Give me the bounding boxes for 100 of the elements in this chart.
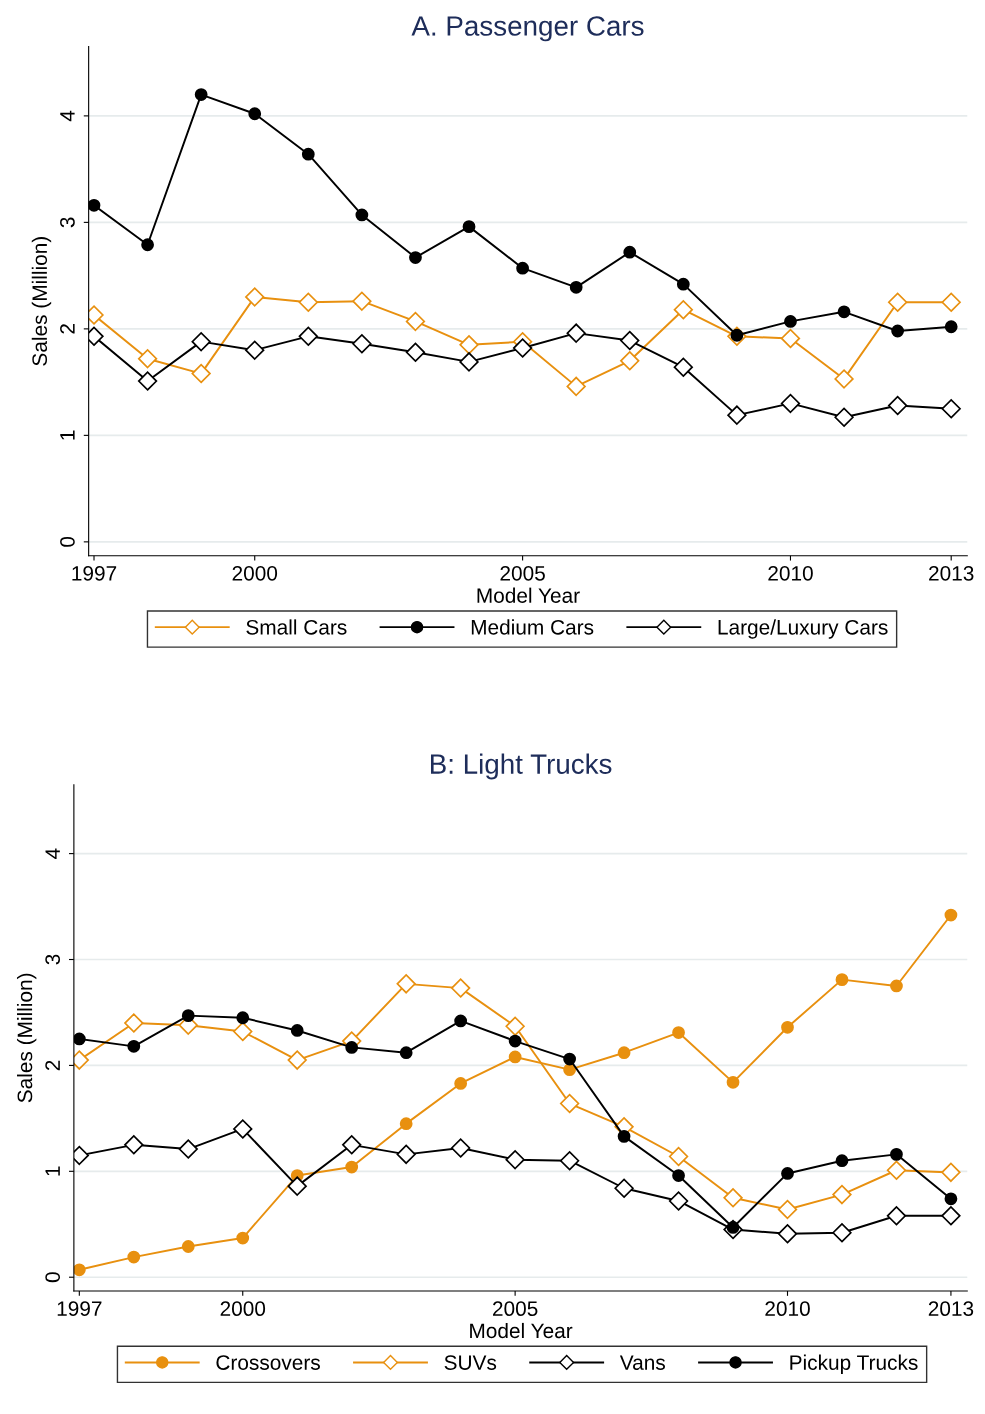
x-tick-label: 2005 [500,565,545,581]
legend-label: SUVs [444,1355,497,1370]
x-tick-label: 2000 [232,565,278,581]
point [287,1050,307,1070]
y-tick-label: 4 [45,848,60,859]
point [837,305,851,319]
point [777,1224,798,1244]
legend-label: Crossovers [216,1355,320,1370]
point [944,320,958,334]
point [236,1011,250,1025]
point [617,1046,631,1060]
point [396,974,416,994]
point [673,357,694,377]
point [73,1263,86,1277]
point [673,300,694,320]
point [236,1231,250,1245]
point [614,1178,634,1198]
y-tick-label: 0 [45,1272,61,1283]
point [780,393,801,414]
legend-label: Large/Luxury Cars [718,619,888,639]
point [777,1199,798,1220]
point [668,1191,689,1211]
point [450,978,471,998]
point [891,324,905,338]
y-axis-title: Sales (Million) [16,973,37,1103]
y-tick-label: 0 [60,536,75,547]
point [832,1223,852,1243]
x-tick-label: 2010 [765,1301,810,1317]
point [505,1016,525,1036]
point [781,1020,794,1034]
point [462,220,476,234]
point [245,287,265,307]
point [890,1147,903,1161]
point [563,1052,576,1066]
point [137,349,158,369]
point [566,376,586,397]
point [301,147,315,161]
point [233,1021,253,1042]
point [405,342,426,362]
point [73,1032,86,1046]
point [672,1026,685,1039]
x-axis-title: Model Year [470,1322,573,1339]
point [345,1041,359,1054]
point [124,1135,144,1155]
point [569,280,583,294]
point [508,1034,522,1048]
point [780,328,801,349]
point [298,292,318,312]
point [450,1138,471,1158]
point [944,1192,958,1206]
point [784,315,797,328]
point [248,107,262,121]
point [941,1162,961,1183]
point [181,1240,195,1253]
y-tick-label: 1 [60,430,75,440]
point [405,311,426,332]
point [887,292,908,312]
y-axis-title: Sales (Million) [31,237,52,366]
y-tick-label: 3 [60,217,75,228]
point [623,245,637,259]
point [178,1139,198,1159]
point [890,979,903,993]
point [141,238,154,252]
point [191,363,211,384]
point [676,277,690,291]
point [834,407,854,427]
x-axis-title: Model Year [477,587,580,603]
point [944,908,958,922]
y-tick-label: 2 [45,1060,60,1071]
point [781,1167,794,1180]
x-tick-label: 2013 [929,565,974,581]
point [834,369,854,389]
point [137,371,158,391]
point [290,1024,304,1037]
point [459,352,479,372]
point [409,251,422,264]
point [512,338,533,358]
point [88,198,101,212]
point [835,1154,849,1168]
legend-label: Pickup Trucks [790,1354,918,1375]
point [459,335,479,355]
point [516,261,529,275]
point [559,1151,580,1171]
chart-title: B: Light Trucks [431,753,612,780]
point [342,1135,362,1155]
point [832,1184,852,1205]
point [941,399,961,419]
point [298,326,318,346]
y-tick-label: 4 [60,110,75,122]
legend-label: Vans [619,1355,665,1370]
point [127,1039,141,1053]
point [352,291,372,311]
point [672,1169,685,1182]
y-tick-label: 2 [60,324,75,334]
y-tick-label: 3 [45,954,61,965]
x-tick-label: 1997 [72,565,117,581]
point [617,1129,631,1143]
point [399,1117,413,1131]
legend-label: Small Cars [246,619,347,635]
point [941,292,961,312]
